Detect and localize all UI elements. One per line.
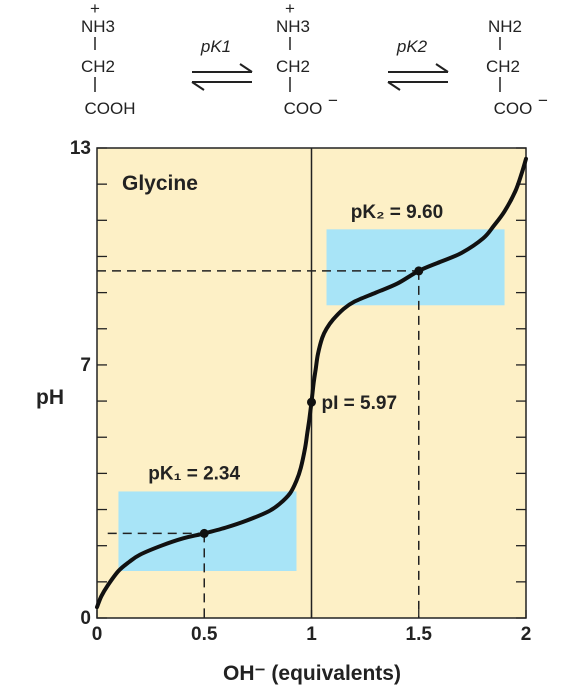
y-tick-label: 7	[80, 355, 91, 376]
amine-charge: +	[90, 0, 100, 18]
key-points	[199, 266, 424, 538]
equilibrium-1: pK1	[191, 37, 253, 91]
guide-lines	[97, 270, 420, 618]
annotations: pK₁ = 2.34 pI = 5.97 pK₂ = 9.60	[148, 202, 443, 484]
x-tick-label: 0.5	[191, 624, 218, 645]
pk1-label: pK1	[200, 37, 231, 56]
acid-group: COO	[494, 99, 533, 118]
y-tick-label: 0	[80, 608, 91, 629]
y-tick-labels: 0 7 13	[70, 138, 91, 629]
equilibrium-2: pK2	[387, 37, 449, 91]
acid-charge: −	[538, 91, 548, 110]
reverse-arrowhead	[191, 81, 205, 91]
carbon-group: CH2	[276, 57, 310, 76]
x-tick-labels: 0 0.5 1 1.5 2	[92, 624, 532, 645]
x-tick-label: 0	[92, 624, 103, 645]
amine-charge: +	[285, 0, 295, 18]
pk2-annotation: pK₂ = 9.60	[351, 202, 443, 223]
amine-group: NH3	[276, 17, 310, 36]
forward-arrowhead	[435, 63, 449, 73]
x-tick-label: 2	[521, 624, 532, 645]
key-point-1	[307, 397, 316, 407]
key-point-0	[199, 528, 209, 538]
y-axis-title: pH	[36, 386, 64, 409]
key-point-2	[414, 266, 424, 276]
x-tick-label: 1	[306, 624, 317, 645]
carbon-group: CH2	[486, 57, 520, 76]
pi-annotation: pI = 5.97	[322, 393, 398, 414]
forward-arrowhead	[239, 63, 253, 73]
y-tick-label: 13	[70, 138, 91, 159]
acid-charge: −	[328, 91, 338, 110]
species-anion: NH2 CH2 COO −	[486, 17, 548, 118]
x-axis-title: OH⁻ (equivalents)	[223, 662, 401, 685]
chart-title: Glycine	[122, 172, 198, 195]
carbon-group: CH2	[81, 57, 115, 76]
acid-group: COO	[284, 99, 323, 118]
pk1-annotation: pK₁ = 2.34	[148, 463, 240, 484]
reverse-arrowhead	[387, 81, 401, 91]
acid-group: COOH	[85, 99, 136, 118]
species-cation: + NH3 CH2 COOH	[81, 0, 136, 118]
pk2-label: pK2	[396, 37, 428, 56]
buffer-regions	[118, 229, 505, 571]
axis-ticks	[96, 147, 527, 619]
species-zwitterion: + NH3 CH2 COO −	[276, 0, 338, 118]
amine-group: NH3	[81, 17, 115, 36]
buffer-region	[326, 229, 505, 306]
x-tick-label: 1.5	[406, 624, 433, 645]
amine-group: NH2	[488, 17, 522, 36]
